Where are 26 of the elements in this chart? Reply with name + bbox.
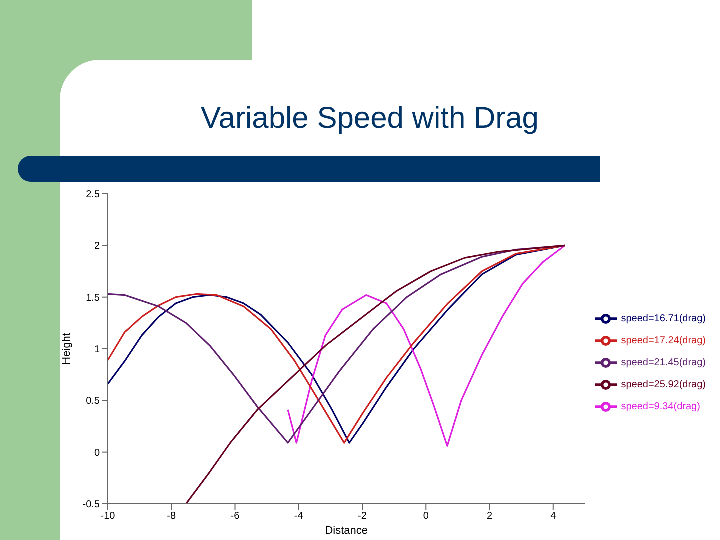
y-tick-label: 2 <box>94 241 100 252</box>
x-tick-label: -6 <box>230 511 240 522</box>
legend-label: speed=16.71(drag) <box>621 314 706 325</box>
y-axis-title: Height <box>60 333 73 365</box>
y-tick-label: -0.5 <box>82 500 100 511</box>
legend-label: speed=9.34(drag) <box>621 402 700 413</box>
line-series <box>185 244 566 504</box>
x-tick-label: 4 <box>550 511 557 522</box>
y-tick-label: 0 <box>94 448 100 459</box>
x-tick-label: -8 <box>167 511 177 522</box>
legend-label: speed=25.92(drag) <box>621 380 706 391</box>
legend-label: speed=17.24(drag) <box>621 336 706 347</box>
x-tick-label: 2 <box>486 511 493 522</box>
line-series <box>108 244 566 444</box>
y-tick-label: 0.5 <box>86 396 100 408</box>
chart-title: Variable Speed with Drag <box>200 102 540 136</box>
x-tick-label: -4 <box>294 511 304 522</box>
x-tick-label: -10 <box>100 511 116 522</box>
legend-label: speed=21.45(drag) <box>621 358 706 369</box>
y-tick-label: 1 <box>94 344 100 356</box>
x-axis-title: Distance <box>325 525 368 537</box>
y-tick-label: 1.5 <box>86 292 100 304</box>
y-tick-label: 2.5 <box>86 190 100 201</box>
line-series <box>287 244 566 447</box>
x-tick-label: 0 <box>423 511 430 522</box>
x-tick-label: -2 <box>358 511 368 522</box>
